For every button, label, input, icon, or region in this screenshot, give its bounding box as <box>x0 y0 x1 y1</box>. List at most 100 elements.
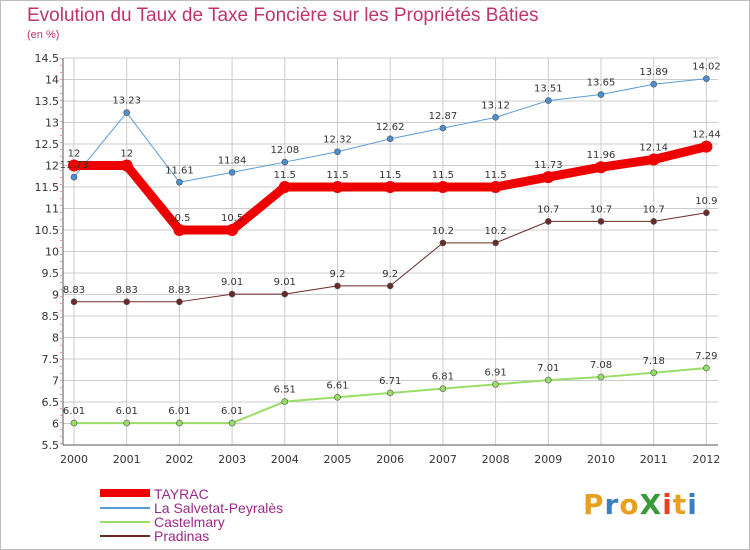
x-tick-label: 2007 <box>429 453 457 466</box>
y-tick-label: 11.5 <box>35 181 60 194</box>
legend-label-salvetat: La Salvetat-Peyralès <box>154 500 284 516</box>
data-label-castelmary: 7.29 <box>695 351 717 362</box>
logo-letter: t <box>672 488 688 521</box>
y-tick-label: 14.5 <box>35 52 60 65</box>
x-tick-label: 2004 <box>271 453 299 466</box>
data-label-tayrac: 11.5 <box>379 170 401 181</box>
data-point-tayrac <box>436 181 449 193</box>
data-point-tayrac <box>595 161 607 174</box>
data-point-tayrac <box>489 181 502 193</box>
y-tick-label: 6 <box>52 418 59 431</box>
data-point-pradinas <box>650 218 658 225</box>
unit-label: (en %) <box>27 29 60 41</box>
data-point-castelmary <box>439 385 447 392</box>
data-label-castelmary: 6.81 <box>432 372 454 383</box>
y-tick-label: 10.5 <box>35 224 60 237</box>
x-tick-label: 2011 <box>640 453 668 466</box>
data-label-tayrac: 12.44 <box>692 130 721 141</box>
data-point-tayrac <box>278 181 291 193</box>
data-label-castelmary: 7.01 <box>537 363 559 374</box>
legend-item-salvetat: La Salvetat-Peyralès <box>100 500 400 516</box>
x-tick-label: 2005 <box>324 453 352 466</box>
data-label-salvetat: 13.23 <box>112 96 141 107</box>
logo-letter: i <box>687 488 698 521</box>
data-point-pradinas <box>597 218 605 225</box>
x-tick-label: 2001 <box>113 453 141 466</box>
data-point-pradinas <box>703 209 710 217</box>
data-label-tayrac: 11.73 <box>534 160 563 171</box>
data-label-pradinas: 10.7 <box>537 204 559 215</box>
data-label-pradinas: 10.7 <box>643 204 665 215</box>
data-point-castelmary <box>544 376 552 384</box>
data-point-tayrac <box>331 181 344 193</box>
data-point-salvetat <box>228 169 236 176</box>
data-point-pradinas <box>544 218 552 225</box>
data-label-pradinas: 9.01 <box>274 277 296 288</box>
data-label-castelmary: 6.01 <box>221 406 243 417</box>
data-label-salvetat: 13.12 <box>481 100 510 111</box>
x-tick-label: 2002 <box>165 453 193 466</box>
data-point-tayrac <box>700 140 713 153</box>
data-label-pradinas: 10.2 <box>484 226 506 237</box>
data-point-castelmary <box>70 419 78 427</box>
x-tick-label: 2006 <box>376 453 404 466</box>
data-point-salvetat <box>281 158 289 166</box>
data-label-castelmary: 6.91 <box>484 367 506 378</box>
data-label-castelmary: 6.01 <box>168 406 190 417</box>
data-label-pradinas: 10.2 <box>432 226 454 237</box>
data-label-tayrac: 10.5 <box>168 213 190 224</box>
data-point-tayrac <box>68 159 80 172</box>
data-point-salvetat <box>544 97 552 104</box>
data-label-castelmary: 6.71 <box>379 376 401 387</box>
data-label-pradinas: 10.9 <box>695 196 717 207</box>
legend-swatch-castelmary <box>100 521 150 523</box>
data-point-castelmary <box>228 419 236 427</box>
y-tick-label: 9 <box>52 289 59 302</box>
y-tick-label: 11 <box>45 203 59 216</box>
data-point-salvetat <box>492 114 499 121</box>
y-tick-label: 5.5 <box>42 439 60 452</box>
data-label-salvetat: 11.61 <box>165 165 194 176</box>
data-label-castelmary: 6.01 <box>63 406 85 417</box>
data-point-salvetat <box>123 109 130 116</box>
data-label-castelmary: 6.61 <box>326 380 348 391</box>
data-point-salvetat <box>176 178 183 186</box>
data-point-castelmary <box>650 369 658 377</box>
data-point-castelmary <box>176 419 183 427</box>
data-label-salvetat: 14.02 <box>692 62 721 73</box>
data-point-salvetat <box>650 80 658 88</box>
data-label-salvetat: 12.08 <box>270 145 299 156</box>
data-label-tayrac: 12.14 <box>639 142 668 153</box>
data-point-tayrac <box>384 181 397 193</box>
data-point-castelmary <box>703 364 710 372</box>
x-tick-label: 2008 <box>482 453 510 466</box>
x-tick-label: 2009 <box>534 453 562 466</box>
data-label-pradinas: 8.83 <box>116 285 138 296</box>
data-point-pradinas <box>176 298 183 306</box>
legend-item-pradinas: Pradinas <box>100 528 400 544</box>
data-label-tayrac: 10.5 <box>221 213 243 224</box>
data-point-salvetat <box>70 173 78 181</box>
data-point-tayrac <box>173 224 186 236</box>
y-tick-label: 7.5 <box>42 353 60 366</box>
y-tick-label: 12 <box>45 160 59 173</box>
data-label-pradinas: 8.83 <box>168 285 190 296</box>
y-tick-label: 7 <box>52 375 59 388</box>
data-label-salvetat: 11.73 <box>60 160 89 171</box>
y-tick-label: 6.5 <box>42 396 60 409</box>
x-tick-label: 2000 <box>60 453 88 466</box>
legend-label-tayrac: TAYRAC <box>154 486 209 502</box>
legend-label-pradinas: Pradinas <box>154 528 210 544</box>
data-label-tayrac: 11.96 <box>587 150 616 161</box>
data-label-castelmary: 7.18 <box>643 356 665 367</box>
data-label-salvetat: 13.51 <box>534 84 563 95</box>
data-label-castelmary: 7.08 <box>590 360 612 371</box>
data-label-salvetat: 13.89 <box>639 67 668 78</box>
y-tick-label: 8.5 <box>42 310 60 323</box>
data-label-salvetat: 12.32 <box>323 135 352 146</box>
data-point-pradinas <box>386 282 394 290</box>
data-label-pradinas: 9.01 <box>221 277 243 288</box>
logo-letter: i <box>662 488 673 521</box>
